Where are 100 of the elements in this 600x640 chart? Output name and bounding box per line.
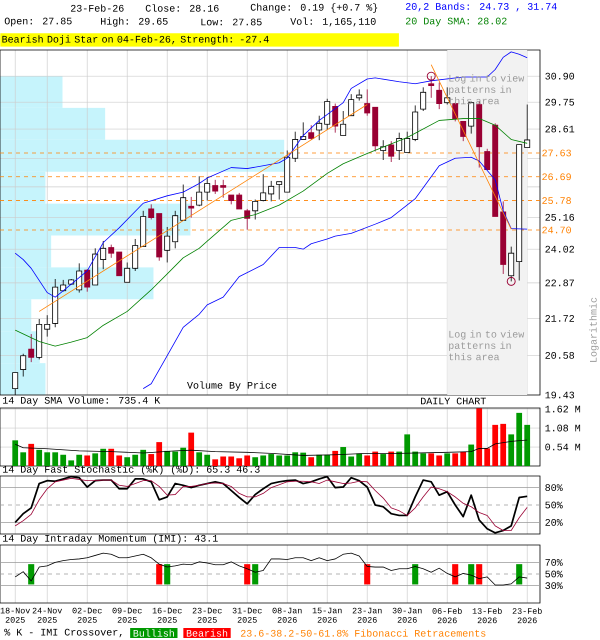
y-tick-label: 22.87 — [545, 280, 574, 286]
candlestick — [204, 176, 210, 201]
ref-line-label: 25.78 — [542, 197, 571, 204]
candlestick — [148, 204, 154, 220]
bar — [500, 424, 506, 466]
candlestick — [252, 199, 258, 220]
bar — [396, 452, 402, 466]
x-tick-label: 23-Feb 2026 — [512, 608, 542, 624]
ref-line-label: 27.63 — [542, 150, 571, 156]
x-tick-label: 23-Jan 2026 — [352, 608, 382, 623]
y-tick-label: 28.61 — [545, 126, 574, 132]
text: DAILY CHART — [421, 398, 486, 404]
chart-title: 14 Day Fast Stochastic (%K) (%D): 65.3 46.3 — [3, 465, 260, 475]
y-tick-label: 50% — [545, 502, 563, 508]
bar — [356, 453, 362, 466]
candlestick — [348, 94, 354, 116]
candlestick — [316, 115, 322, 141]
bar — [276, 455, 282, 466]
bar — [44, 452, 50, 466]
y-tick-label: 1.62 M — [545, 406, 580, 412]
bar — [452, 453, 458, 466]
candlestick — [332, 103, 338, 134]
candlestick — [340, 110, 346, 136]
line-series — [14, 552, 528, 586]
candlestick — [44, 314, 50, 338]
bar — [188, 432, 194, 466]
bar — [460, 452, 466, 466]
text: Change: 0.19 {+0.7 %} — [250, 3, 378, 13]
x-tick-label: 13-Feb 2026 — [472, 608, 502, 624]
bar — [340, 447, 346, 466]
candlestick — [388, 140, 394, 162]
y-tick-label: 1.08 M — [545, 424, 580, 432]
bar — [180, 448, 186, 466]
y-tick-label: 30.90 — [545, 72, 574, 80]
text: Bullish — [134, 629, 174, 637]
bar — [364, 455, 370, 466]
candlestick — [420, 86, 426, 112]
bar — [204, 454, 210, 466]
bar — [60, 454, 66, 466]
candlestick — [188, 196, 194, 218]
candlestick — [196, 176, 202, 207]
bar — [68, 460, 74, 466]
bar — [476, 408, 482, 466]
bar — [348, 456, 354, 466]
x-tick-label: 24-Nov 2025 — [32, 608, 62, 623]
bar — [228, 456, 234, 466]
candlestick — [124, 262, 130, 283]
x-tick-label: 30-Jan 2026 — [392, 608, 422, 623]
x-tick-label: 18-Nov 2025 — [0, 608, 30, 623]
y-tick-label: 50% — [545, 570, 563, 578]
x-tick-label: 06-Feb 2026 — [432, 608, 462, 624]
chart-title: 14 Day Intraday Momentum (IMI): 43.1 — [3, 534, 218, 544]
text: 20 Day SMA: 28.02 — [406, 18, 507, 26]
candlestick — [268, 180, 274, 202]
bar — [196, 452, 202, 466]
candlestick — [132, 238, 138, 272]
text: Open: 27.85 — [4, 18, 72, 26]
y-axis-title: Logarithmic — [589, 298, 599, 362]
candlestick — [524, 104, 530, 148]
text: Bearish Doji Star on 04-Feb-26, Strength: -27.4 — [2, 35, 269, 45]
x-tick-label: 15-Jan 2026 — [312, 608, 342, 623]
text: Low: 27.85 — [201, 18, 262, 26]
candlestick — [20, 353, 26, 377]
candlestick — [212, 179, 218, 194]
bar — [516, 412, 522, 466]
bar — [116, 455, 122, 466]
bar — [156, 442, 162, 466]
y-tick-label: 21.72 — [545, 315, 574, 322]
candlestick — [236, 192, 242, 210]
x-tick-label: 08-Jan 2026 — [272, 608, 302, 623]
text: Volume By Price — [187, 381, 276, 391]
bar — [52, 452, 58, 466]
candlestick — [260, 174, 266, 202]
bar — [332, 450, 338, 466]
text: Bearish — [186, 629, 228, 637]
candlestick — [100, 240, 106, 270]
bar — [92, 453, 98, 466]
y-tick-label: 19.43 — [545, 392, 574, 398]
bar — [260, 455, 266, 466]
candlestick — [364, 88, 370, 116]
candlestick — [308, 124, 314, 140]
y-tick-label: 70% — [545, 559, 563, 566]
bar — [84, 455, 90, 466]
candlestick — [484, 148, 490, 170]
ref-line-label: 24.70 — [542, 226, 571, 234]
line-series — [142, 156, 528, 390]
candlestick — [404, 131, 410, 153]
bar — [372, 452, 378, 466]
candlestick — [356, 88, 362, 101]
text: 20,2 Bands: 24.73 , 31.74 — [406, 2, 557, 12]
candlestick — [180, 184, 186, 221]
bar — [308, 457, 314, 466]
bar — [436, 455, 442, 466]
bar — [12, 440, 18, 466]
bar — [148, 454, 154, 466]
candlestick — [164, 226, 170, 263]
bar — [444, 453, 450, 466]
ref-line-label: 26.69 — [542, 173, 571, 180]
bar — [420, 453, 426, 466]
bar — [164, 450, 170, 466]
